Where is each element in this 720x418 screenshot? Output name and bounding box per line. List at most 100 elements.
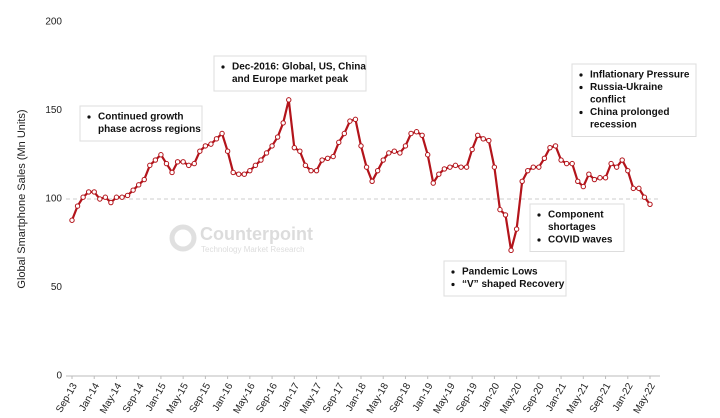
point: [286, 97, 292, 103]
point: [530, 164, 536, 170]
point: [424, 152, 431, 158]
point: [491, 164, 498, 170]
point: [441, 166, 448, 172]
point: [430, 180, 436, 186]
point: [280, 120, 286, 126]
x-tick-label: May-18: [365, 381, 391, 416]
x-tick-label: May-19: [432, 381, 458, 416]
point: [513, 226, 520, 232]
point: [508, 247, 514, 254]
annotation-box: [571, 63, 697, 137]
point: [447, 164, 453, 170]
annotation-text: recession: [590, 120, 637, 131]
x-tick-label: Sep-17: [321, 381, 347, 415]
point: [313, 167, 320, 174]
point: [536, 164, 542, 170]
point: [135, 182, 142, 188]
annotation-text: phase across regions: [98, 124, 201, 135]
y-tick-label: 0: [56, 371, 62, 382]
bullet-dot: [87, 115, 91, 119]
annotation-box: [529, 203, 625, 252]
point: [480, 136, 486, 142]
annotation-text: Dec-2016: Global, US, China: [232, 62, 366, 73]
point: [597, 175, 603, 181]
x-tick-label: Sep-14: [121, 381, 147, 415]
point: [169, 169, 175, 176]
y-tick-label: 50: [51, 282, 63, 293]
point: [102, 194, 109, 200]
y-tick-label: 100: [45, 194, 62, 205]
bullet-dot: [221, 65, 225, 69]
point: [258, 157, 264, 163]
point: [608, 160, 614, 167]
point: [252, 162, 259, 169]
point: [352, 116, 359, 123]
point: [130, 187, 136, 193]
point: [341, 130, 348, 137]
point: [402, 143, 409, 149]
annotation-text: China prolonged: [590, 107, 669, 118]
point: [525, 167, 531, 174]
point: [458, 164, 464, 170]
bullet-dot: [537, 213, 541, 217]
point: [497, 206, 503, 213]
point: [274, 134, 281, 140]
point: [575, 178, 581, 185]
watermark-logo: [169, 224, 197, 252]
x-tick-label: Sep-18: [388, 381, 414, 415]
watermark-title: Counterpoint: [200, 224, 313, 244]
point: [119, 194, 125, 200]
point: [113, 194, 120, 200]
point: [558, 157, 564, 163]
point: [475, 132, 481, 138]
point: [236, 171, 242, 177]
annotation-text: and Europe market peak: [232, 74, 349, 85]
annotation-box: [443, 260, 567, 297]
x-tick-label: Sep-13: [54, 381, 80, 415]
point: [391, 148, 398, 154]
point: [586, 171, 592, 177]
point: [152, 157, 159, 163]
point: [158, 152, 164, 158]
annotation-text: COVID waves: [548, 235, 613, 246]
y-axis-label: Global Smartphone Sales (Mn Units): [16, 109, 28, 288]
point: [269, 143, 275, 149]
annotation-text: Continued growth: [98, 112, 184, 123]
annotation-text: conflict: [590, 95, 626, 106]
point: [363, 164, 370, 170]
point: [552, 143, 559, 149]
point: [85, 189, 92, 195]
bullet-dot: [451, 282, 455, 287]
point: [580, 183, 587, 190]
point: [74, 203, 81, 209]
point: [647, 201, 653, 208]
point: [247, 167, 253, 174]
point: [413, 129, 420, 135]
point: [452, 162, 459, 169]
point: [297, 148, 303, 154]
point: [180, 159, 186, 165]
point: [630, 185, 637, 192]
point: [319, 157, 325, 163]
point: [347, 118, 353, 124]
annotation-box: [213, 55, 367, 92]
point: [408, 130, 414, 137]
annotation-text: Russia-Ukraine: [590, 82, 663, 93]
point: [69, 217, 75, 223]
point: [291, 144, 298, 151]
point: [369, 178, 375, 185]
annotation-text: shortages: [548, 222, 596, 233]
point: [108, 199, 114, 206]
point: [486, 137, 492, 144]
point: [97, 196, 103, 202]
point: [436, 171, 442, 177]
point: [224, 148, 231, 154]
x-tick-label: May-17: [298, 381, 324, 416]
point: [174, 159, 181, 165]
point: [147, 162, 153, 169]
point: [619, 157, 625, 163]
x-tick-label: May-15: [165, 381, 191, 416]
